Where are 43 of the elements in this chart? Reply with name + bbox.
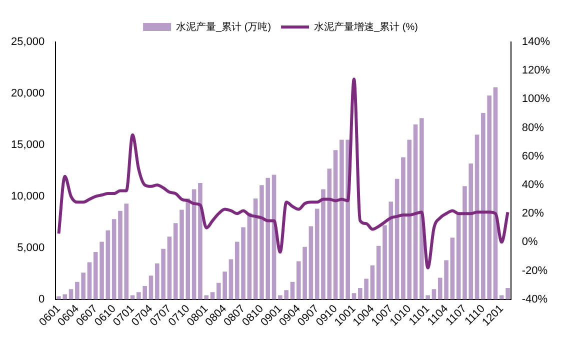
y2-tick-label: -40% bbox=[522, 293, 548, 306]
y-tick-label: 10,000 bbox=[10, 190, 45, 202]
bar bbox=[253, 198, 258, 300]
bar bbox=[333, 150, 338, 300]
bar bbox=[228, 259, 234, 300]
y2-tick-label: 20% bbox=[522, 208, 544, 220]
bar bbox=[456, 212, 461, 300]
bar bbox=[413, 124, 418, 300]
y-tick-label: 15,000 bbox=[10, 138, 45, 151]
bar bbox=[308, 226, 314, 300]
y2-tick-label: 120% bbox=[522, 64, 550, 77]
bar bbox=[290, 282, 295, 300]
bar bbox=[210, 292, 215, 300]
legend-label: 水泥产量增速_累计 (%) bbox=[314, 20, 418, 33]
y2-tick-label: 60% bbox=[522, 150, 544, 162]
line-series bbox=[57, 78, 510, 270]
bar bbox=[130, 295, 135, 300]
bar bbox=[370, 265, 375, 300]
y-tick-label: 25,000 bbox=[10, 36, 45, 48]
bar bbox=[106, 230, 110, 300]
y2-tick-label: 0% bbox=[522, 236, 538, 248]
y-tick-label: 5,000 bbox=[17, 242, 45, 254]
bar bbox=[167, 236, 172, 300]
bar bbox=[314, 208, 320, 300]
bar bbox=[352, 293, 356, 300]
y2-tick-label: 100% bbox=[522, 93, 550, 106]
bar bbox=[112, 219, 116, 300]
y2-tick-label: 40% bbox=[522, 179, 544, 192]
y2-tick-label: -20% bbox=[522, 264, 548, 277]
bar bbox=[148, 276, 154, 300]
bar bbox=[450, 238, 455, 300]
y2-tick-label: 140% bbox=[522, 36, 550, 48]
y2-tick-label: 80% bbox=[522, 122, 544, 134]
bar bbox=[68, 289, 74, 300]
bar bbox=[432, 289, 436, 300]
legend-label: 水泥产量_累计 (万吨) bbox=[176, 20, 272, 33]
bar bbox=[394, 178, 400, 300]
bar bbox=[87, 262, 92, 300]
y-tick-label: 0 bbox=[38, 293, 45, 306]
bar bbox=[186, 198, 190, 300]
y-tick-label: 20,000 bbox=[10, 88, 45, 100]
bar bbox=[192, 189, 196, 300]
bar bbox=[474, 134, 480, 300]
